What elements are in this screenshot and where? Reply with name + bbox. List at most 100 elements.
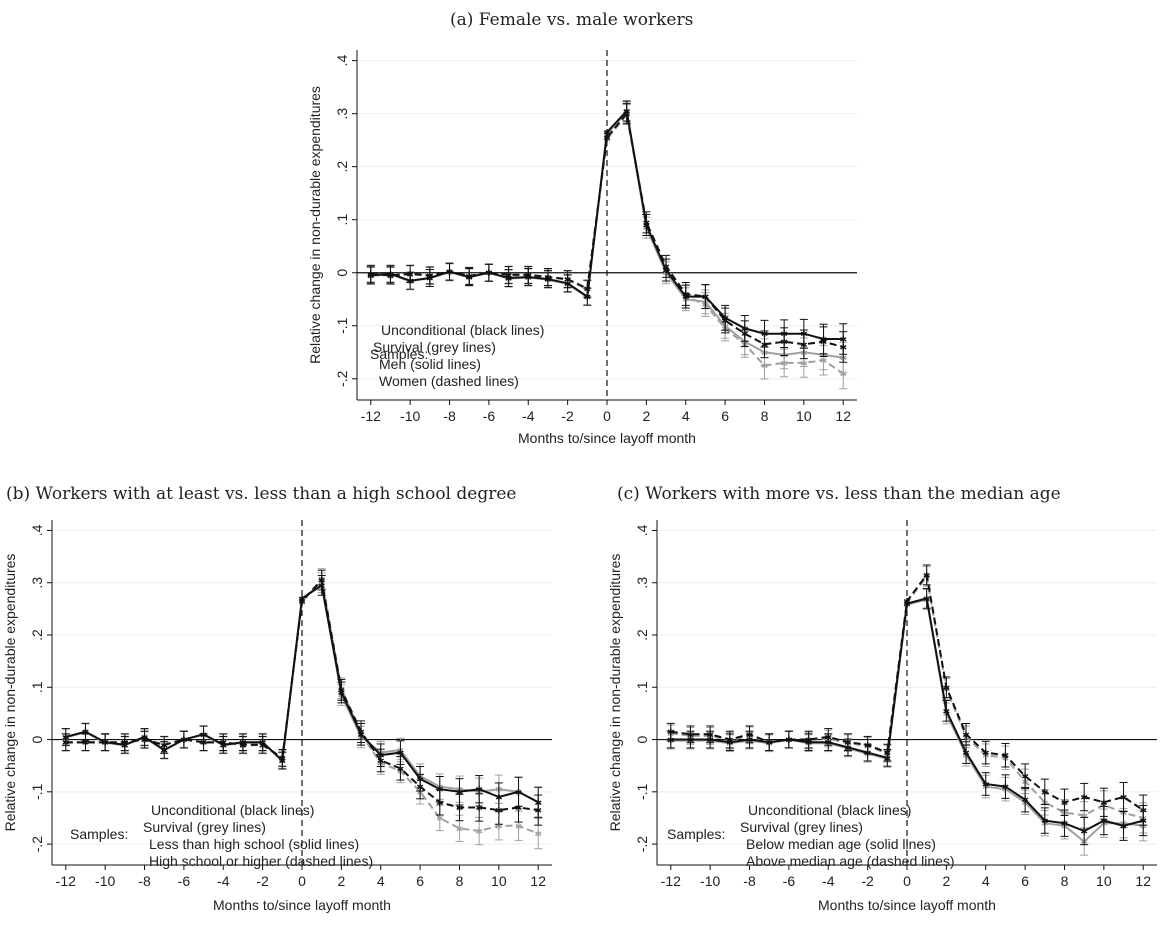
y-tick-label: -.1	[634, 783, 650, 800]
point-marker: ✱	[485, 269, 493, 279]
y-tick-label: -.2	[29, 836, 45, 853]
point-marker: ✱	[761, 341, 769, 351]
panel-c-title: (c) Workers with more vs. less than the …	[617, 484, 1061, 504]
x-tick-label: 8	[761, 408, 769, 424]
point-marker: ✱	[1061, 799, 1069, 809]
y-tick-label: .4	[634, 524, 650, 536]
point-marker: ✱	[298, 598, 306, 608]
point-marker: ✱	[923, 571, 931, 581]
x-tick-label: -10	[700, 873, 720, 889]
legend-item: Survival (grey lines)	[740, 819, 863, 835]
point-marker: ✱	[667, 728, 675, 738]
panel-a-title: (a) Female vs. male workers	[450, 10, 694, 30]
y-axis-label: Relative change in non-durable expenditu…	[307, 86, 323, 364]
x-tick-label: -4	[217, 873, 230, 889]
chart-panel-c: -.2 -.1 0 .1 .2 .3 .4 -12 -10 -8 -6 -4 -2 0 2 4 6 8 10 12 Mo…	[607, 520, 1157, 913]
point-marker: ✱	[121, 739, 129, 749]
point-marker: ✱	[785, 736, 793, 746]
point-marker: ✱	[1080, 828, 1088, 838]
point-marker: ✱	[682, 290, 690, 300]
point-marker: ✱	[903, 600, 911, 610]
point-marker: ✱	[839, 370, 847, 380]
point-marker: ✱	[1100, 799, 1108, 809]
legend-item: Unconditional (black lines)	[151, 802, 314, 818]
x-tick-label: 4	[377, 873, 385, 889]
y-tick-label: -.1	[334, 317, 350, 334]
x-tick-label: -8	[443, 408, 456, 424]
point-marker: ✱	[1080, 794, 1088, 804]
point-marker: ✱	[446, 268, 454, 278]
legend-title: Samples:	[667, 826, 725, 842]
point-marker: ✱	[805, 736, 813, 746]
point-marker: ✱	[367, 270, 375, 280]
point-marker: ✱	[687, 731, 695, 741]
y-tick-label: .3	[334, 108, 350, 120]
point-marker: ✱	[456, 825, 464, 835]
point-marker: ✱	[426, 272, 434, 282]
point-marker: ✱	[377, 757, 385, 767]
legend-item: Survival (grey lines)	[143, 819, 266, 835]
point-marker: ✱	[943, 707, 951, 717]
point-marker: ✱	[200, 739, 208, 749]
point-marker: ✱	[643, 219, 651, 229]
point-marker: ✱	[1080, 812, 1088, 822]
point-marker: ✱	[1061, 820, 1069, 830]
point-marker: ✱	[903, 598, 911, 608]
point-marker: ✱	[387, 272, 395, 282]
point-marker: ✱	[524, 271, 532, 281]
x-tick-label: -4	[522, 408, 535, 424]
point-marker: ✱	[584, 285, 592, 295]
legend-title: Samples:	[370, 346, 428, 362]
point-marker: ✱	[505, 271, 513, 281]
x-tick-label: -2	[561, 408, 574, 424]
point-marker: ✱	[456, 804, 464, 814]
x-tick-label: 4	[982, 873, 990, 889]
x-tick-label: -2	[256, 873, 269, 889]
legend-item: Men (solid lines)	[379, 356, 481, 372]
point-marker: ✱	[259, 741, 267, 751]
point-marker: ✱	[357, 728, 365, 738]
point-marker: ✱	[623, 110, 631, 120]
y-tick-label: -.1	[29, 783, 45, 800]
point-marker: ✱	[82, 728, 90, 738]
x-tick-label: 2	[337, 873, 345, 889]
legend-item: Below median age (solid lines)	[746, 836, 936, 852]
point-marker: ✱	[726, 736, 734, 746]
point-marker: ✱	[667, 736, 675, 746]
point-marker: ✱	[1100, 817, 1108, 827]
point-marker: ✱	[844, 739, 852, 749]
point-marker: ✱	[780, 338, 788, 348]
chart-panel-a: -.2 -.1 0 .1 .2 .3 .4 -12 -10 -8 -6 -4 -2 0 2 4 6 8 10 12 Mo…	[307, 50, 857, 446]
x-tick-label: -8	[743, 873, 756, 889]
point-marker: ✱	[338, 686, 346, 696]
x-axis-label: Months to/since layoff month	[518, 430, 696, 446]
point-marker: ✱	[824, 733, 832, 743]
point-marker: ✱	[943, 684, 951, 694]
y-tick-label: .2	[634, 629, 650, 641]
point-marker: ✱	[456, 788, 464, 798]
point-marker: ✱	[1002, 783, 1010, 793]
point-marker: ✱	[584, 293, 592, 303]
y-tick-label: 0	[334, 269, 350, 277]
point-marker: ✱	[603, 134, 611, 144]
point-marker: ✱	[141, 736, 149, 746]
x-tick-label: 12	[835, 408, 851, 424]
point-marker: ✱	[239, 741, 247, 751]
x-tick-label: -2	[861, 873, 874, 889]
point-marker: ✱	[495, 822, 503, 832]
y-tick-label: .3	[29, 577, 45, 589]
x-tick-label: -12	[661, 873, 681, 889]
point-marker: ✱	[820, 338, 828, 348]
x-tick-label: 4	[682, 408, 690, 424]
legend-item: Survival (grey lines)	[373, 339, 496, 355]
point-marker: ✱	[318, 577, 326, 587]
point-marker: ✱	[884, 749, 892, 759]
point-marker: ✱	[436, 814, 444, 824]
x-axis-label: Months to/since layoff month	[818, 897, 996, 913]
point-marker: ✱	[923, 595, 931, 605]
y-tick-label: -.2	[634, 836, 650, 853]
y-tick-label: .2	[29, 629, 45, 641]
point-marker: ✱	[298, 595, 306, 605]
point-marker: ✱	[864, 741, 872, 751]
x-tick-label: 10	[1096, 873, 1112, 889]
